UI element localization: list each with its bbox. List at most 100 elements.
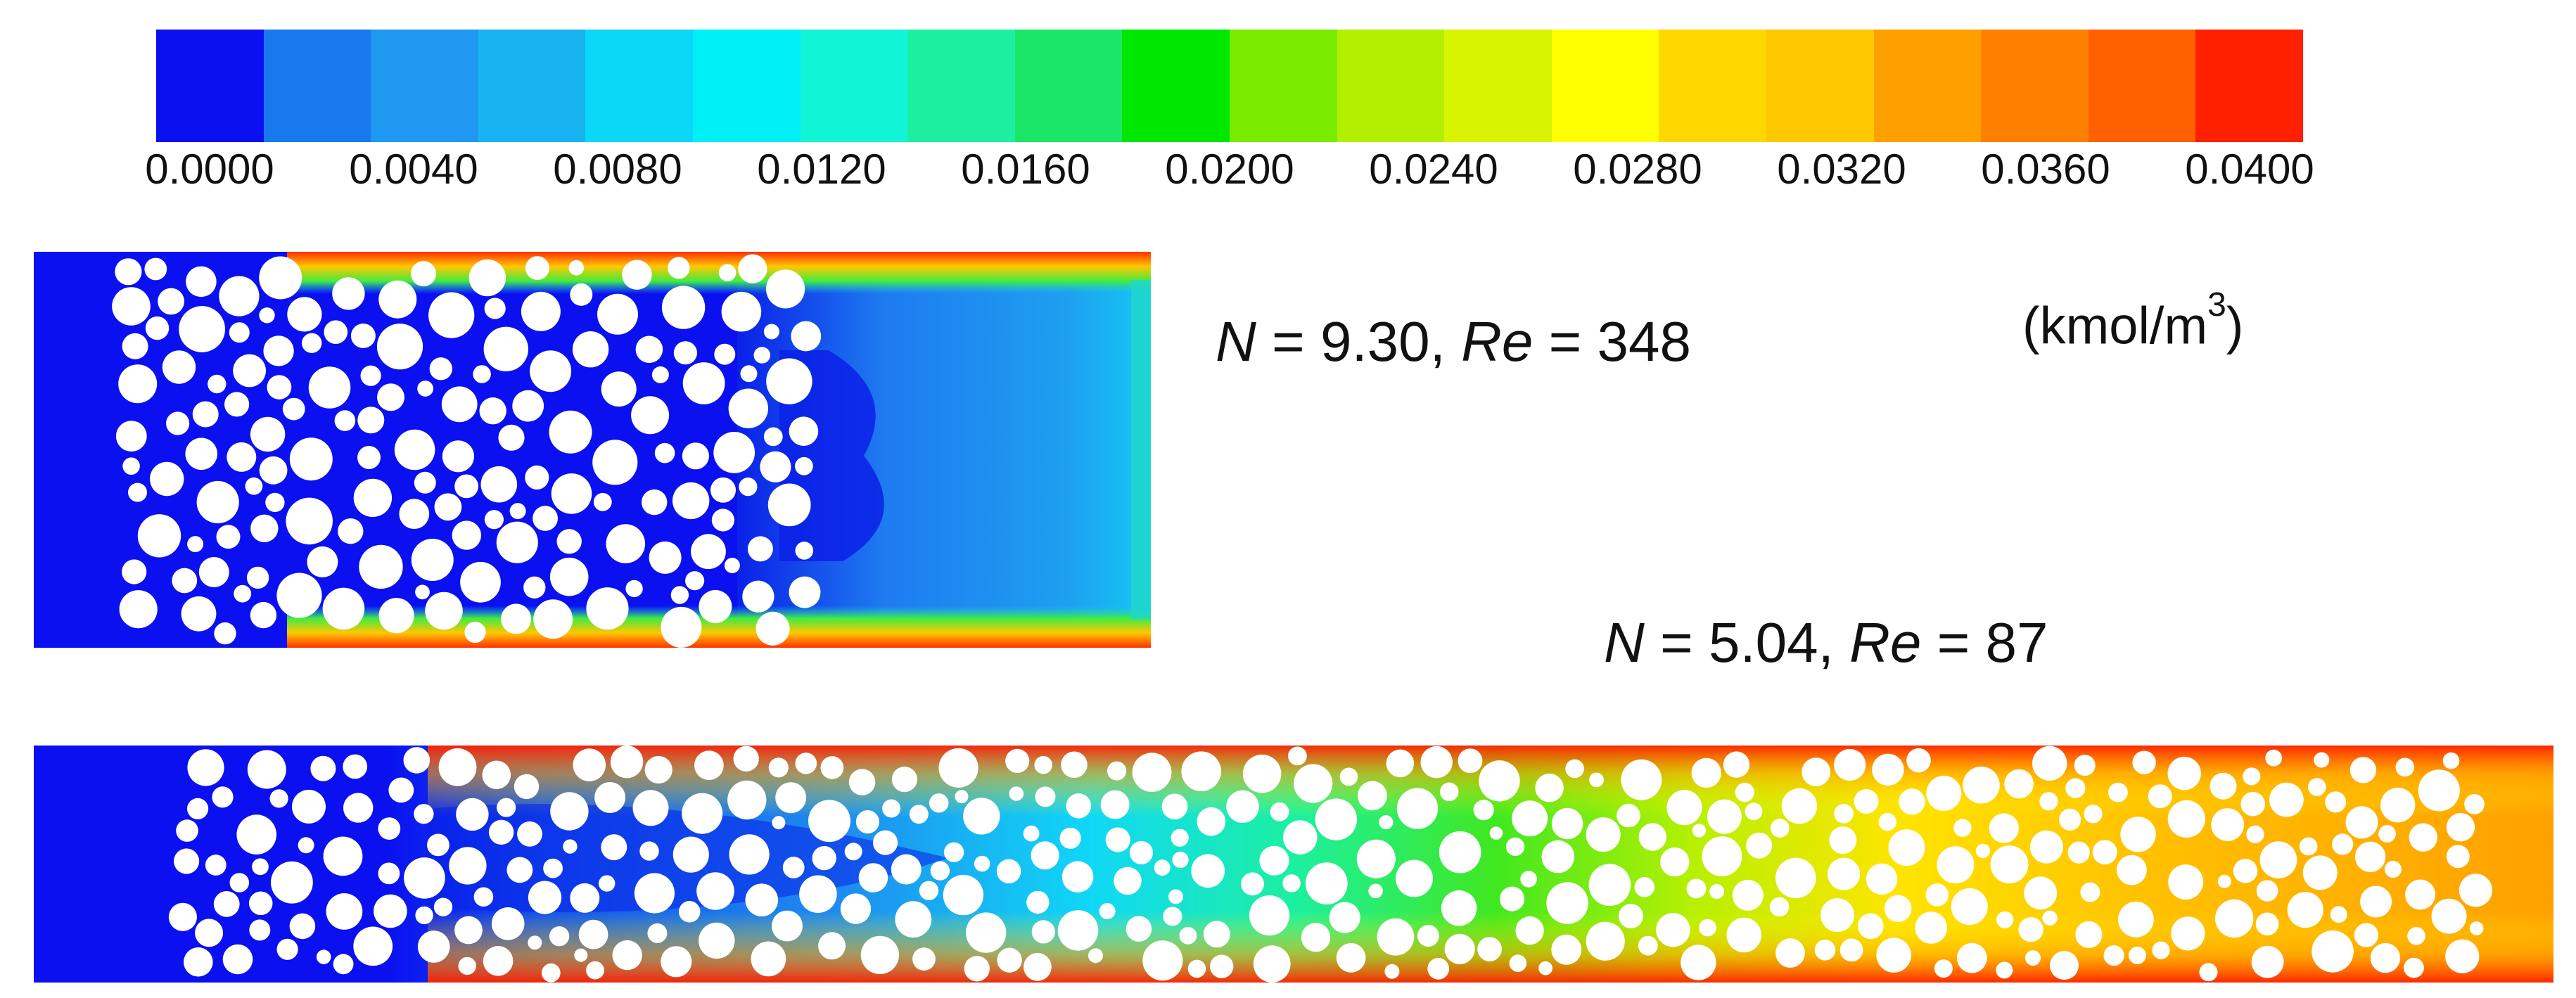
particle	[378, 598, 414, 634]
particle	[222, 944, 253, 975]
particle	[2354, 841, 2386, 872]
particle	[721, 291, 762, 332]
colorbar-swatch	[585, 30, 693, 142]
particle	[1163, 907, 1182, 926]
particle	[533, 599, 573, 639]
particle	[338, 518, 364, 544]
particle	[438, 748, 477, 786]
particle	[789, 576, 821, 608]
particle	[415, 584, 430, 600]
particle	[1692, 824, 1707, 838]
colorbar-swatch	[2195, 30, 2303, 142]
particle	[649, 541, 682, 574]
particle	[685, 571, 705, 591]
particle	[1249, 895, 1290, 936]
particle	[187, 536, 204, 553]
colorbar-swatch	[1122, 30, 1230, 142]
particle	[497, 798, 516, 817]
colorbar-swatch	[692, 30, 801, 142]
particle	[118, 364, 158, 404]
particle	[742, 580, 774, 613]
particle	[592, 440, 638, 485]
particle	[661, 286, 706, 329]
particle	[316, 949, 331, 964]
particle	[1114, 866, 1142, 895]
particle	[909, 805, 929, 824]
case2-label: N = 5.04, Re = 87	[1604, 610, 2048, 675]
particle	[2464, 794, 2485, 814]
colorbar-swatch	[1551, 30, 1659, 142]
particle	[974, 855, 990, 872]
particle	[572, 331, 609, 368]
particle	[2409, 823, 2437, 852]
particle	[1551, 807, 1583, 840]
particle	[2084, 805, 2103, 824]
unit-exponent: 3	[2207, 286, 2226, 324]
case1-n-symbol: N	[1216, 310, 1256, 373]
particle	[724, 558, 740, 573]
particle	[586, 587, 629, 630]
particle	[763, 427, 783, 447]
particle	[1477, 937, 1503, 961]
particle	[729, 834, 770, 875]
particle	[208, 374, 227, 394]
particle	[417, 930, 450, 963]
particle	[2246, 825, 2264, 843]
colorbar-tick-label: 0.0320	[1777, 146, 1906, 193]
particle	[473, 887, 494, 907]
particle	[578, 919, 608, 949]
particle	[882, 799, 901, 818]
particle	[642, 489, 668, 516]
particle	[468, 259, 506, 297]
particle	[2211, 808, 2245, 841]
particle	[1505, 837, 1525, 857]
particle	[229, 873, 250, 893]
particle	[2469, 921, 2484, 935]
particle	[322, 587, 365, 630]
particle	[1989, 813, 2019, 843]
particle	[795, 753, 817, 774]
case2-n-value: = 5.04,	[1644, 611, 1850, 674]
particle	[1329, 902, 1360, 933]
particle	[1951, 888, 1988, 926]
particle	[1775, 857, 1816, 899]
particle	[1171, 829, 1189, 847]
particle	[429, 357, 452, 380]
particle	[1035, 786, 1056, 807]
particle	[818, 932, 846, 960]
particle	[483, 326, 528, 371]
particle	[631, 396, 670, 435]
particle	[267, 375, 292, 399]
particle	[289, 437, 333, 481]
particle	[1203, 921, 1230, 948]
particle	[763, 324, 779, 340]
particle	[586, 961, 604, 980]
particle	[713, 432, 755, 473]
particle	[795, 456, 813, 475]
particle	[728, 388, 768, 428]
particle	[1187, 959, 1206, 978]
case2-inlet-region	[34, 746, 167, 983]
particle	[464, 621, 486, 644]
particle	[606, 524, 646, 563]
colorbar-swatch	[263, 30, 371, 142]
particle	[1270, 802, 1289, 821]
particle	[214, 622, 236, 645]
particle	[930, 861, 950, 881]
particle	[895, 901, 932, 938]
colorbar-swatch	[907, 30, 1015, 142]
particle	[1210, 954, 1234, 978]
particle	[265, 492, 285, 513]
particle	[943, 842, 964, 862]
particle	[682, 442, 710, 470]
particle	[1386, 749, 1415, 778]
particle	[219, 276, 260, 316]
particle	[767, 483, 811, 527]
particle	[2251, 945, 2284, 978]
particle	[820, 756, 844, 779]
particle	[298, 837, 314, 854]
particle	[2171, 916, 2205, 951]
colorbar-tick-label: 0.0000	[145, 146, 274, 193]
particle	[1638, 935, 1658, 956]
particle	[145, 316, 170, 340]
